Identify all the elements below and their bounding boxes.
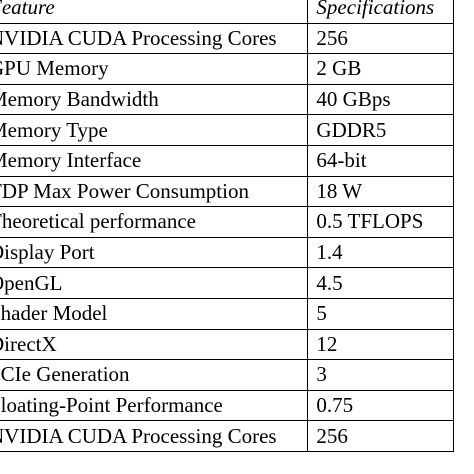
value-cell: 0.5 TFLOPS bbox=[307, 206, 454, 238]
value-cell: 0.75 bbox=[307, 389, 454, 422]
spec-table: Feature Specifications NVIDIA CUDA Proce… bbox=[0, 0, 454, 452]
feature-cell: Display Port bbox=[0, 236, 309, 269]
table-row: NVIDIA CUDA Processing Cores 256 bbox=[0, 22, 454, 55]
feature-cell: Theoretical performance bbox=[0, 206, 309, 238]
table-row: OpenGL 4.5 bbox=[0, 267, 454, 299]
header-specifications: Specifications bbox=[307, 0, 454, 24]
table-row: Memory Interface 64-bit bbox=[0, 144, 454, 177]
table-row: Theoretical performance 0.5 TFLOPS bbox=[0, 206, 454, 238]
table-row: PCIe Generation 3 bbox=[0, 359, 454, 391]
value-cell: 12 bbox=[307, 328, 454, 361]
value-cell: 64-bit bbox=[307, 144, 454, 177]
value-cell: 1.4 bbox=[307, 236, 454, 269]
feature-cell: Memory Bandwidth bbox=[0, 83, 309, 116]
feature-cell: OpenGL bbox=[0, 267, 309, 299]
table-row: DirectX 12 bbox=[0, 328, 454, 361]
table-row: Memory Bandwidth 40 GBps bbox=[0, 83, 454, 116]
value-cell: 4.5 bbox=[307, 267, 454, 299]
value-cell: 5 bbox=[307, 297, 454, 330]
header-row: Feature Specifications bbox=[0, 0, 454, 24]
value-cell: 256 bbox=[307, 420, 454, 452]
value-cell: 18 W bbox=[307, 175, 454, 208]
feature-cell: NVIDIA CUDA Processing Cores bbox=[0, 22, 309, 55]
feature-cell: DirectX bbox=[0, 328, 309, 361]
feature-cell: GPU Memory bbox=[0, 53, 309, 85]
table-row: Display Port 1.4 bbox=[0, 236, 454, 269]
table-row: Floating-Point Performance 0.75 bbox=[0, 389, 454, 422]
feature-cell: Floating-Point Performance bbox=[0, 389, 309, 422]
value-cell: 3 bbox=[307, 359, 454, 391]
table-row: Memory Type GDDR5 bbox=[0, 114, 454, 146]
value-cell: 256 bbox=[307, 22, 454, 55]
value-cell: GDDR5 bbox=[307, 114, 454, 146]
feature-cell: Memory Interface bbox=[0, 144, 309, 177]
table-row: GPU Memory 2 GB bbox=[0, 53, 454, 85]
table-row: Shader Model 5 bbox=[0, 297, 454, 330]
feature-cell: PCIe Generation bbox=[0, 359, 309, 391]
feature-cell: Memory Type bbox=[0, 114, 309, 146]
header-feature: Feature bbox=[0, 0, 309, 24]
table-row: TDP Max Power Consumption 18 W bbox=[0, 175, 454, 208]
table-row: NVIDIA CUDA Processing Cores 256 bbox=[0, 420, 454, 452]
feature-cell: TDP Max Power Consumption bbox=[0, 175, 309, 208]
value-cell: 2 GB bbox=[307, 53, 454, 85]
value-cell: 40 GBps bbox=[307, 83, 454, 116]
feature-cell: NVIDIA CUDA Processing Cores bbox=[0, 420, 309, 452]
feature-cell: Shader Model bbox=[0, 297, 309, 330]
